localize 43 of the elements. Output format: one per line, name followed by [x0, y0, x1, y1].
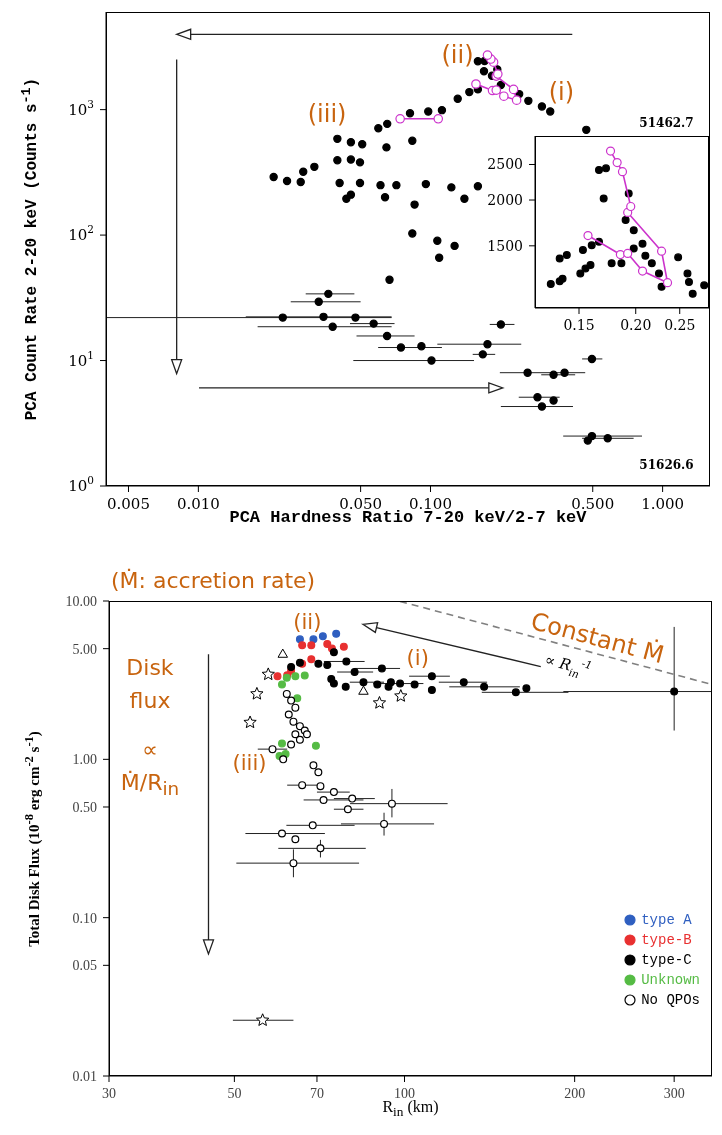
- x-tick-label: 30: [102, 1085, 116, 1101]
- y-tick-label: 10$^{1}$: [68, 348, 94, 370]
- x-axis-title: R$_{in}$ (km): [382, 1098, 439, 1120]
- x-tick-label: 300: [663, 1085, 685, 1101]
- legend-label: type A: [641, 912, 692, 928]
- x-tick-label: 50: [227, 1085, 242, 1101]
- x-tick-label: 70: [309, 1085, 324, 1101]
- legend-label: type-B: [641, 932, 692, 948]
- y-tick-label: 2000: [487, 192, 523, 209]
- y-tick-label: 10$^{0}$: [68, 474, 94, 495]
- y-tick-label: 0.10: [72, 910, 97, 926]
- y-tick-label: 1500: [487, 237, 523, 254]
- x-tick-label: 0.005: [107, 495, 150, 514]
- x-tick-label: 100: [394, 1085, 416, 1101]
- annotation: (ii): [441, 41, 474, 70]
- annotation: 51626.6: [639, 457, 694, 472]
- x-tick-label: 0.25: [664, 317, 696, 334]
- annotation: (iii): [232, 750, 267, 775]
- x-tick-label: 0.15: [563, 317, 595, 334]
- x-tick-label: 1.000: [641, 495, 685, 514]
- legend-label: type-C: [641, 952, 692, 968]
- annotation: (iii): [307, 100, 347, 129]
- y-tick-label: 1.00: [72, 751, 97, 767]
- y-tick-label: 0.01: [72, 1068, 97, 1084]
- legend-label: Unknown: [641, 972, 700, 988]
- y-tick-label: 10$^{3}$: [68, 97, 94, 119]
- y-tick-label: 10.00: [65, 593, 97, 609]
- x-tick-label: 0.010: [176, 495, 220, 514]
- y-tick-label: 0.50: [72, 799, 97, 815]
- annotation: 51462.7: [639, 115, 694, 130]
- x-tick-label: 0.20: [620, 317, 652, 334]
- annotation: (i): [406, 646, 429, 671]
- y-tick-label: 0.05: [72, 957, 97, 973]
- y-tick-label: 5.00: [72, 641, 97, 657]
- annotation: ∝ Ṁ/R$_{in}$: [119, 736, 181, 802]
- annotation: (i): [548, 77, 575, 106]
- legend-label: No QPOs: [641, 992, 700, 1008]
- annotation: Disk flux: [125, 654, 175, 715]
- annotation: (ii): [293, 609, 322, 634]
- x-tick-label: 200: [564, 1085, 586, 1101]
- chart-title: (Ṁ: accretion rate): [111, 568, 316, 593]
- y-tick-label: 10$^{2}$: [68, 223, 94, 245]
- y-tick-label: 2500: [487, 156, 523, 173]
